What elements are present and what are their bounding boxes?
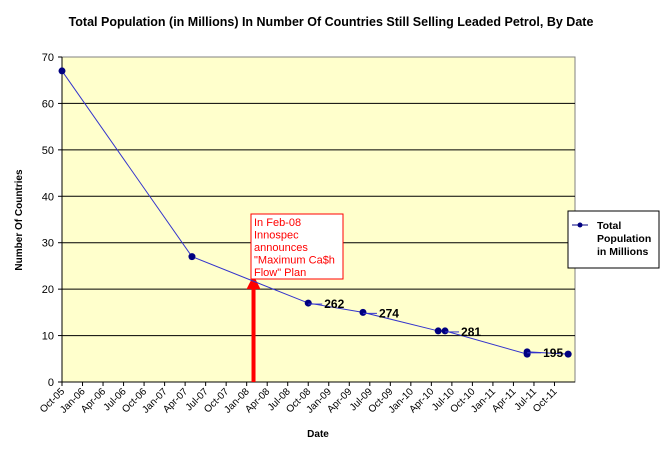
y-tick-label: 10 [42,331,54,343]
data-label: 281 [461,325,481,339]
data-point [434,327,442,335]
y-tick-label: 30 [42,238,54,250]
data-point [564,350,572,358]
legend-label: Population [597,233,651,245]
chart-title: Total Population (in Millions) In Number… [69,15,594,29]
data-label: 262 [324,297,344,311]
annotation-text: announces [254,242,308,254]
y-tick-label: 20 [42,284,54,296]
data-label: 274 [379,306,399,320]
y-tick-label: 40 [42,191,54,203]
annotation-box [250,213,344,280]
legend-marker [577,222,583,228]
y-tick-label: 50 [42,145,54,157]
data-point [188,253,196,261]
data-point [441,327,449,335]
y-tick-label: 70 [42,52,54,64]
data-point [304,299,312,307]
y-axis-title: Number Of Countries [14,169,25,271]
x-tick-label: Apr-11 [490,386,519,415]
data-point [359,308,367,316]
annotation-arrow-head [246,275,261,290]
x-tick-label: Oct-11 [531,386,560,415]
legend-box [567,210,660,269]
data-point [58,67,66,75]
data-point [523,348,531,356]
annotation-text: "Maximum Ca$h [254,255,335,267]
annotation-text: Innospec [254,230,299,242]
annotation-text: Flow" Plan [254,267,306,279]
y-tick-label: 60 [42,98,54,110]
legend-label: Total [597,220,621,232]
y-tick-label: 0 [48,377,54,389]
annotation-text: In Feb-08 [254,217,301,229]
legend-label: in Millions [597,246,648,258]
data-label: 195 [543,346,563,360]
x-axis-title: Date [307,429,329,440]
